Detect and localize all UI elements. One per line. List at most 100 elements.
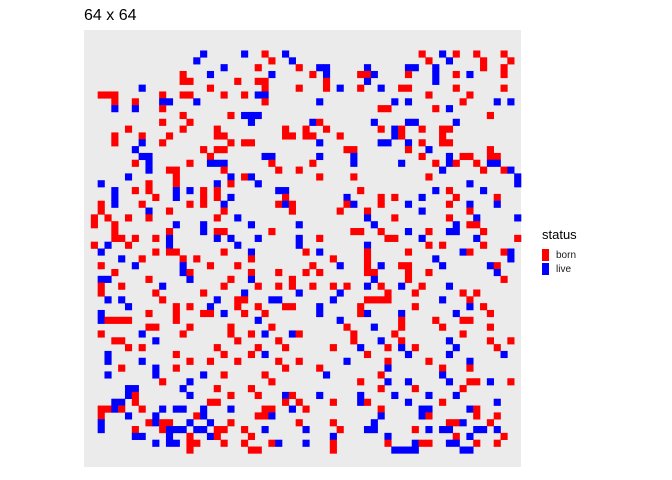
born-cell	[234, 296, 242, 304]
live-cell	[343, 193, 351, 202]
born-cell	[445, 200, 454, 208]
live-cell	[370, 70, 378, 79]
live-cell	[247, 248, 256, 256]
born-cell	[363, 296, 372, 304]
born-cell	[363, 268, 372, 277]
born-cell	[343, 323, 351, 331]
born-cell	[227, 323, 235, 331]
born-cell	[411, 289, 419, 297]
born-cell	[172, 350, 180, 359]
live-cell	[220, 64, 228, 72]
born-cell	[247, 432, 256, 440]
born-cell	[480, 241, 488, 249]
born-cell	[90, 221, 98, 229]
live-cell	[445, 228, 454, 236]
born-cell	[452, 70, 460, 79]
born-cell	[404, 275, 413, 283]
born-cell	[384, 289, 392, 297]
live-cell	[261, 350, 269, 359]
live-cell	[247, 221, 256, 229]
born-cell	[159, 139, 167, 147]
born-cell	[473, 405, 481, 413]
born-cell	[261, 412, 269, 420]
live-cell	[493, 200, 501, 208]
born-cell	[466, 378, 474, 386]
live-cell	[432, 255, 440, 263]
live-cell	[384, 364, 392, 372]
born-cell	[241, 309, 249, 318]
live-cell	[486, 262, 494, 270]
live-cell	[152, 419, 160, 427]
born-cell	[152, 193, 160, 202]
born-cell	[391, 234, 399, 242]
born-cell	[152, 289, 160, 297]
born-cell	[111, 91, 119, 99]
born-cell	[398, 316, 406, 324]
live-cell	[254, 234, 262, 242]
born-cell	[261, 77, 269, 85]
born-cell	[466, 296, 474, 304]
born-cell	[234, 262, 242, 270]
born-cell	[268, 57, 276, 65]
live-cell	[493, 98, 501, 106]
live-cell	[254, 111, 262, 120]
born-cell	[247, 385, 256, 393]
live-cell	[486, 159, 494, 167]
live-cell	[309, 118, 317, 126]
born-cell	[165, 166, 174, 174]
live-cell	[384, 139, 392, 147]
born-cell	[398, 323, 406, 331]
born-cell	[234, 337, 242, 345]
born-cell	[165, 207, 174, 215]
live-cell	[254, 180, 262, 188]
born-cell	[343, 200, 351, 208]
live-cell	[206, 419, 215, 427]
born-cell	[159, 296, 167, 304]
born-cell	[254, 77, 262, 85]
born-cell	[473, 221, 481, 229]
live-cell	[370, 323, 378, 331]
live-cell	[275, 296, 283, 304]
born-cell	[172, 364, 180, 372]
live-cell	[282, 391, 290, 400]
born-cell	[275, 200, 283, 208]
live-cell	[124, 173, 133, 181]
live-cell	[241, 289, 249, 297]
born-cell	[295, 419, 303, 427]
born-cell	[302, 405, 310, 413]
live-cell	[302, 426, 310, 434]
born-cell	[425, 357, 433, 365]
born-cell	[152, 248, 160, 256]
live-cell	[152, 439, 160, 447]
live-cell	[316, 303, 324, 311]
born-cell	[377, 385, 385, 393]
born-cell	[350, 173, 358, 181]
live-cell	[179, 268, 187, 277]
born-cell	[227, 111, 235, 120]
live-cell	[138, 432, 146, 440]
born-cell	[159, 426, 167, 434]
live-cell	[480, 426, 488, 434]
born-cell	[507, 337, 515, 345]
born-cell	[411, 303, 419, 311]
live-cell	[418, 207, 426, 215]
live-cell	[124, 303, 133, 311]
legend-entry-live: live	[542, 262, 577, 276]
born-cell	[398, 132, 406, 140]
born-cell	[111, 132, 119, 140]
born-cell	[418, 152, 426, 161]
born-cell	[206, 398, 215, 406]
born-cell	[377, 125, 385, 133]
live-cell	[261, 91, 269, 99]
born-cell	[432, 159, 440, 167]
legend-entry-born: born	[542, 248, 577, 262]
born-cell	[452, 159, 460, 167]
born-cell	[486, 419, 494, 427]
born-cell	[206, 262, 215, 270]
live-cell	[439, 50, 447, 58]
live-cell	[206, 303, 215, 311]
born-cell	[336, 426, 344, 434]
born-cell	[213, 432, 221, 440]
born-cell	[200, 187, 208, 195]
born-cell	[213, 385, 221, 393]
